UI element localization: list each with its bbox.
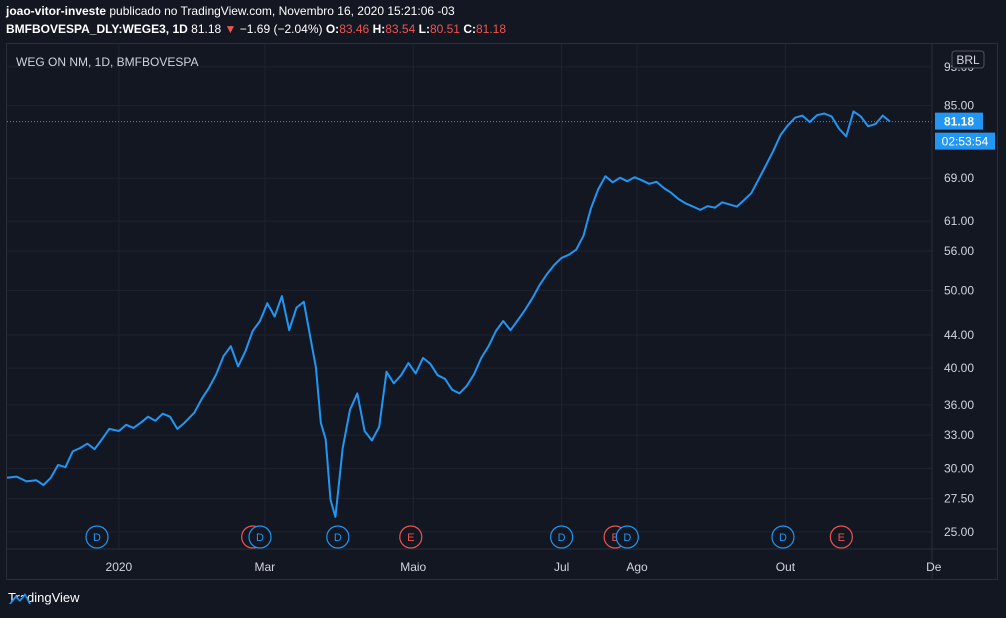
footer[interactable]: TradingView	[8, 590, 80, 605]
dividend-marker-icon[interactable]	[248, 525, 272, 549]
high-label: H:	[372, 22, 386, 36]
tradingview-logo-icon	[9, 593, 31, 604]
last-price: 81.18	[191, 22, 222, 36]
dividend-marker-icon[interactable]	[550, 525, 574, 549]
countdown-tag-bg	[935, 132, 995, 150]
publish-info: joao-vitor-investe publicado no TradingV…	[6, 4, 455, 18]
dividend-marker-icon[interactable]	[326, 525, 350, 549]
x-tick-label: Ago	[626, 560, 648, 574]
publish-text: publicado no TradingView.com, Novembro 1…	[109, 4, 455, 18]
chart-title: WEG ON NM, 1D, BMFBOVESPA	[16, 55, 198, 69]
time-axis: 2020 Mar Maio Jul Ago Out De	[7, 548, 997, 574]
event-marker-label: E	[611, 532, 618, 544]
last-price-tag: 81.18 02:53:54	[935, 112, 995, 150]
high-value: 83.54	[385, 22, 416, 36]
event-markers: DEDDEDEDDE	[85, 525, 853, 549]
currency-label: BRL	[956, 53, 980, 67]
low-value: 80.51	[429, 22, 460, 36]
price-chart[interactable]: WEG ON NM, 1D, BMFBOVESPA DEDDEDEDDE 95.…	[7, 44, 997, 579]
countdown-label: 02:53:54	[942, 135, 989, 149]
event-marker-label: D	[93, 532, 101, 544]
currency-badge[interactable]	[951, 50, 985, 69]
symbol-label: BMFBOVESPA_DLY:WEGE3, 1D	[6, 22, 188, 36]
event-marker-label: D	[256, 532, 264, 544]
close-value: 81.18	[475, 22, 507, 36]
y-tick-label: 50.00	[944, 283, 974, 297]
open-value: 83.46	[339, 22, 370, 36]
event-marker-label: E	[407, 532, 414, 544]
x-tick-label: De	[926, 560, 942, 574]
y-tick-label: 69.00	[944, 171, 974, 185]
x-tick-label: Maio	[400, 560, 426, 574]
y-tick-label: 56.00	[944, 244, 974, 258]
down-arrow-icon: ▼	[224, 22, 237, 36]
price-line	[7, 110, 891, 518]
open-label: O:	[325, 22, 340, 36]
low-label: L:	[418, 22, 430, 36]
event-marker-label: D	[558, 532, 566, 544]
y-tick-label: 44.00	[944, 328, 974, 342]
y-tick-label: 30.00	[944, 461, 974, 475]
y-tick-label: 25.00	[944, 525, 974, 539]
author-name[interactable]: joao-vitor-investe	[6, 4, 107, 18]
ohlc-legend: BMFBOVESPA_DLY:WEGE3, 1D 81.18 ▼ −1.69 (…	[6, 22, 506, 36]
earnings-marker-icon[interactable]	[829, 525, 853, 549]
dividend-marker-icon[interactable]	[615, 525, 639, 549]
event-marker-label: D	[623, 532, 631, 544]
last-price-tag-label: 81.18	[944, 115, 974, 129]
price-change: −1.69 (−2.04%)	[239, 22, 323, 36]
y-tick-label: 36.00	[944, 398, 974, 412]
dividend-marker-icon[interactable]	[771, 525, 795, 549]
y-tick-label: 40.00	[944, 361, 974, 375]
x-tick-label: Out	[776, 560, 796, 574]
x-tick-label: Jul	[554, 560, 569, 574]
event-marker-label: E	[838, 532, 845, 544]
y-tick-label: 61.00	[944, 214, 974, 228]
x-tick-label: Mar	[255, 560, 276, 574]
event-marker-label: D	[779, 532, 787, 544]
last-price-tag-bg	[935, 112, 983, 130]
earnings-marker-icon[interactable]	[399, 525, 423, 549]
y-tick-label: 33.00	[944, 428, 974, 442]
y-tick-label: 27.50	[944, 492, 974, 506]
chart-container[interactable]: WEG ON NM, 1D, BMFBOVESPA DEDDEDEDDE 95.…	[6, 43, 998, 580]
x-tick-label: 2020	[106, 560, 133, 574]
dividend-marker-icon[interactable]	[85, 525, 109, 549]
close-label: C:	[463, 22, 476, 36]
event-marker-label: D	[334, 532, 342, 544]
y-tick-label: 85.00	[944, 99, 974, 113]
